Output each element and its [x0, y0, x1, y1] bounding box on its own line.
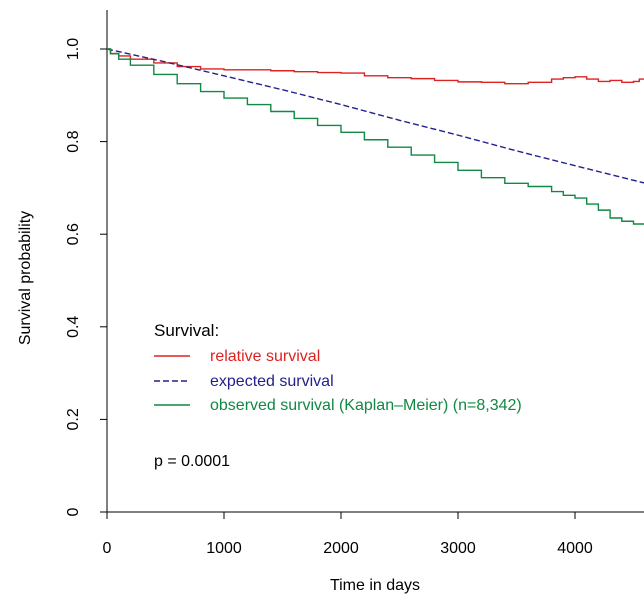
y-ticks: 0 0.2 0.4 0.6 0.8 1.0	[65, 38, 107, 516]
x-ticks: 0 1000 2000 3000 4000	[103, 512, 593, 557]
legend-label-2: expected survival	[210, 373, 334, 390]
plot-area	[107, 48, 644, 225]
p-value-annotation: p = 0.0001	[154, 453, 230, 470]
axes	[106, 10, 644, 513]
legend: Survival: relative survival expected surv…	[154, 321, 522, 414]
legend-label-3: observed survival (Kaplan–Meier) (n=8,34…	[210, 397, 522, 414]
y-tick-label: 0.4	[65, 316, 82, 338]
y-tick-label: 0.2	[65, 408, 82, 430]
legend-title: Survival:	[154, 321, 219, 340]
series-group	[107, 48, 644, 225]
legend-label-1: relative survival	[210, 348, 320, 365]
x-tick-label: 3000	[440, 540, 476, 557]
y-axis-title: Survival probability	[17, 211, 34, 345]
y-tick-label: 1.0	[65, 38, 82, 60]
legend-entries: relative survival expected survival observ…	[154, 348, 522, 414]
y-tick-label: 0	[65, 507, 82, 516]
x-axis-title: Time in days	[330, 577, 420, 594]
x-tick-label: 1000	[206, 540, 242, 557]
y-tick-label: 0.8	[65, 130, 82, 152]
y-tick-label: 0.6	[65, 223, 82, 245]
series-line-2	[107, 48, 644, 184]
x-tick-label: 0	[103, 540, 112, 557]
series-line-1	[107, 48, 644, 85]
series-line-3	[107, 48, 644, 225]
x-tick-label: 2000	[323, 540, 359, 557]
x-tick-label: 4000	[557, 540, 593, 557]
